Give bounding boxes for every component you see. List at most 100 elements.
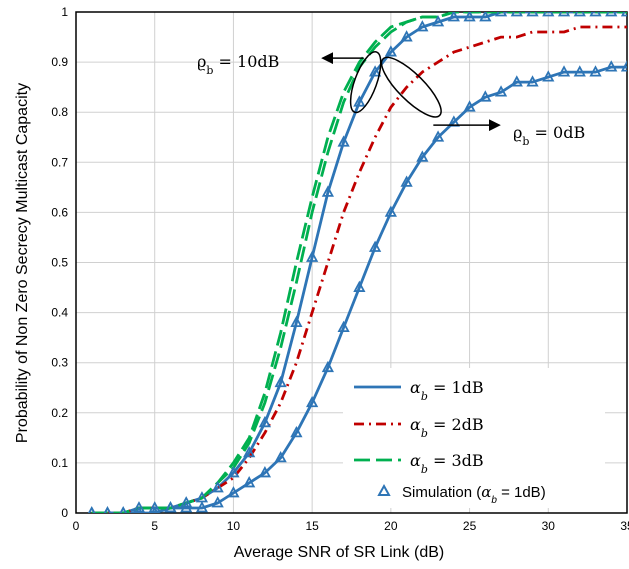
simulation-marker: [369, 65, 382, 77]
simulation-marker: [447, 12, 460, 22]
simulation-marker: [243, 445, 256, 458]
x-tick-label: 35: [620, 519, 629, 533]
simulation-marker: [494, 85, 508, 97]
simulation-marker: [290, 425, 303, 438]
simulation-marker: [479, 90, 492, 102]
simulation-marker: [258, 415, 272, 428]
simulation-marker: [589, 65, 602, 77]
rho-10-label: ϱb = 10dB: [197, 52, 279, 77]
simulation-marker: [243, 476, 256, 488]
y-tick-label: 0: [61, 506, 68, 520]
simulation-marker: [274, 450, 287, 463]
simulation-marker: [557, 12, 571, 17]
simulation-marker: [353, 280, 366, 292]
y-axis-title: Probability of Non Zero Secrecy Multicas…: [14, 83, 31, 443]
simulation-marker: [132, 501, 146, 513]
simulation-marker: [306, 395, 319, 408]
simulation-marker: [494, 12, 508, 17]
simulation-marker: [211, 481, 224, 493]
legend-label-alpha-2: αb = 2dB: [410, 415, 484, 440]
x-tick-label: 30: [542, 519, 556, 533]
legend-background: [343, 368, 605, 508]
simulation-marker: [337, 135, 350, 147]
x-axis-title: Average SNR of SR Link (dB): [234, 544, 444, 561]
y-tick-label: 0.6: [51, 205, 68, 219]
y-tick-label: 1: [61, 5, 68, 19]
simulation-marker: [463, 12, 476, 22]
x-tick-label: 25: [463, 519, 477, 533]
simulation-marker: [180, 501, 193, 513]
simulation-marker: [103, 506, 112, 513]
simulation-marker: [384, 205, 397, 217]
rho-0-label: ϱb = 0dB: [513, 123, 585, 148]
x-tick-label: 0: [73, 519, 80, 533]
simulation-marker: [227, 486, 240, 498]
simulation-marker: [148, 501, 161, 513]
simulation-marker: [431, 130, 445, 142]
simulation-marker: [589, 12, 602, 17]
simulation-marker: [400, 30, 413, 42]
series-line-1-2: [91, 65, 627, 513]
simulation-marker: [227, 466, 240, 478]
y-tick-label: 0.1: [51, 456, 68, 470]
simulation-marker: [605, 60, 618, 72]
simulation-marker: [164, 501, 177, 513]
simulation-marker: [542, 12, 555, 17]
y-tick-label: 0.3: [51, 356, 68, 370]
y-tick-label: 0.5: [51, 256, 68, 270]
simulation-marker: [211, 496, 224, 508]
x-tick-label: 5: [151, 519, 158, 533]
x-tick-label: 10: [227, 519, 241, 533]
simulation-marker: [557, 65, 571, 77]
legend: αb = 1dB αb = 2dB αb = 3dB Simulation (α…: [343, 368, 605, 508]
simulation-marker: [369, 240, 382, 252]
plot-frame: [75, 11, 628, 514]
simulation-marker: [542, 70, 555, 82]
simulation-marker: [258, 466, 272, 478]
y-tick-labels: 0 0.1 0.2 0.3 0.4 0.5 0.6 0.7 0.8 0.9 1: [51, 5, 68, 520]
simulation-marker: [321, 185, 334, 197]
x-tick-labels: 0 5 10 15 20 25 30 35: [73, 519, 629, 533]
simulation-marker: [321, 360, 334, 373]
simulation-marker: [510, 12, 523, 17]
simulation-marker: [400, 175, 413, 187]
legend-label-simulation: Simulation (αb = 1dB): [402, 483, 546, 506]
grid: [76, 12, 627, 513]
rho-0-ellipse: [380, 56, 442, 118]
simulation-marker: [337, 320, 350, 333]
simulation-marker: [195, 501, 209, 513]
annotations: ϱb = 10dB ϱb = 0dB: [197, 51, 585, 148]
y-tick-label: 0.7: [51, 155, 68, 169]
simulation-marker: [135, 506, 143, 513]
simulation-marker: [573, 12, 586, 17]
simulation-marker: [479, 12, 492, 22]
simulation-marker: [416, 20, 429, 32]
simulation-marker: [119, 506, 127, 513]
legend-label-alpha-3: αb = 3dB: [410, 451, 484, 476]
simulation-marker: [180, 496, 193, 508]
y-tick-label: 0.9: [51, 55, 68, 69]
simulation-marker: [573, 65, 586, 77]
simulation-marker: [620, 60, 627, 72]
y-tick-label: 0.8: [51, 105, 68, 119]
simulation-marker: [274, 375, 287, 388]
simulation-marker: [463, 100, 476, 112]
simulation-marker: [526, 12, 539, 17]
simulation-marker: [416, 150, 429, 162]
y-tick-label: 0.4: [51, 306, 68, 320]
simulation-marker: [510, 75, 523, 87]
simulation-marker: [526, 75, 539, 87]
legend-label-alpha-1: αb = 1dB: [410, 378, 484, 403]
simulation-marker: [353, 95, 366, 107]
y-tick-label: 0.2: [51, 406, 68, 420]
simulation-marker: [150, 506, 159, 513]
series-layer: [88, 12, 627, 513]
legend-swatch-simulation: [377, 483, 391, 496]
x-tick-label: 20: [384, 519, 398, 533]
simulation-marker: [306, 250, 319, 262]
simulation-marker: [290, 315, 303, 328]
simulation-marker: [431, 15, 445, 27]
rho-10-ellipse: [349, 51, 382, 114]
x-tick-label: 15: [305, 519, 319, 533]
